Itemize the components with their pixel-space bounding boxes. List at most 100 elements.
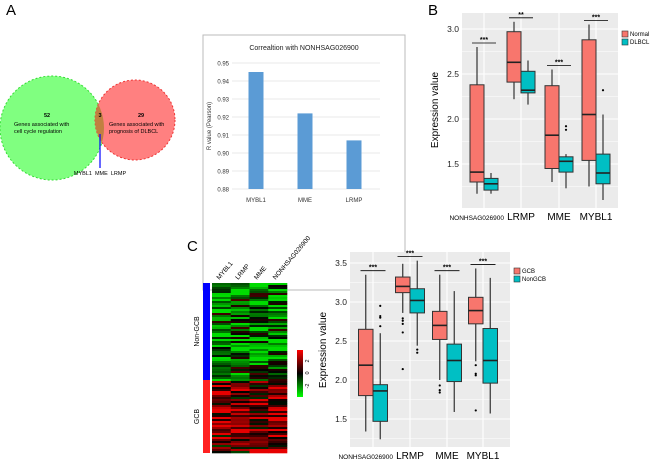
heatmap-cell bbox=[249, 297, 269, 300]
heatmap-cell bbox=[230, 405, 250, 408]
heatmap-cell bbox=[212, 327, 232, 330]
heatmap-cell bbox=[249, 327, 269, 330]
heatmap-cell bbox=[268, 415, 288, 418]
heatmap-cell bbox=[268, 361, 288, 364]
heatmap-cell bbox=[268, 411, 288, 414]
heatmap-cell bbox=[212, 433, 232, 436]
heatmap-cell bbox=[249, 283, 269, 286]
heatmap-cell bbox=[249, 443, 269, 446]
heatmap-cell bbox=[212, 305, 232, 308]
heatmap-cell bbox=[268, 349, 288, 352]
heatmap-cell bbox=[212, 303, 232, 306]
heatmap-cell bbox=[212, 419, 232, 422]
heatmap-cell bbox=[268, 425, 288, 428]
venn-right-label-1: Genes associated with bbox=[109, 122, 164, 128]
heatmap-cell bbox=[212, 355, 232, 358]
heatmap-cell bbox=[249, 433, 269, 436]
heatmap-cell bbox=[230, 399, 250, 402]
heatmap-cell bbox=[249, 307, 269, 310]
heatmap-cell bbox=[212, 311, 232, 314]
colorbar-tick-label: -2 bbox=[305, 384, 311, 389]
outlier-point bbox=[379, 316, 382, 319]
heatmap-cell bbox=[268, 367, 288, 370]
heatmap-cell bbox=[230, 411, 250, 414]
heatmap-cell bbox=[268, 439, 288, 442]
heatmap-cell bbox=[249, 323, 269, 326]
colorbar bbox=[297, 350, 303, 397]
heatmap-cell bbox=[212, 319, 232, 322]
heatmap-cell bbox=[249, 445, 269, 448]
heatmap-cell bbox=[268, 325, 288, 328]
outlier-point bbox=[474, 364, 477, 367]
heatmap-cell bbox=[230, 331, 250, 334]
heatmap-cell bbox=[268, 341, 288, 344]
outlier-point bbox=[416, 348, 419, 351]
heatmap-cell bbox=[268, 421, 288, 424]
heatmap-cell bbox=[212, 423, 232, 426]
heatmap-cell bbox=[268, 381, 288, 384]
legend-swatch-nongcb bbox=[513, 275, 521, 283]
heatmap-cell bbox=[249, 367, 269, 370]
heatmap-cell bbox=[230, 285, 250, 288]
venn-overlap-count: 3 bbox=[98, 113, 101, 119]
heatmap-cell bbox=[230, 337, 250, 340]
heatmap-cell bbox=[249, 375, 269, 378]
heatmap-cell bbox=[212, 339, 232, 342]
group-bar-non-gcb bbox=[203, 283, 210, 380]
heatmap-cell bbox=[268, 443, 288, 446]
heatmap-cell bbox=[212, 425, 232, 428]
heatmap-cell bbox=[212, 379, 232, 382]
outlier-point bbox=[438, 391, 441, 394]
heatmap-cell bbox=[268, 451, 288, 454]
heatmap-cell bbox=[212, 307, 232, 310]
heatmap-cell bbox=[249, 341, 269, 344]
box-gcb-lrmp bbox=[395, 276, 411, 294]
heatmap-cell bbox=[249, 319, 269, 322]
heatmap-cell bbox=[268, 309, 288, 312]
heatmap-cell bbox=[212, 375, 232, 378]
heatmap-cell bbox=[268, 313, 288, 316]
y-tick-label: 3.0 bbox=[335, 297, 347, 307]
y-tick-label: 0.88 bbox=[217, 188, 229, 194]
heatmap-cell bbox=[268, 403, 288, 406]
heatmap-cell bbox=[268, 383, 288, 386]
heatmap-cell bbox=[212, 315, 232, 318]
heatmap-cell bbox=[249, 325, 269, 328]
heatmap-cell bbox=[268, 407, 288, 410]
x-tick-label-nonhsag026900: NONHSAG026900 bbox=[338, 454, 393, 460]
heatmap-cell bbox=[249, 397, 269, 400]
heatmap-cell bbox=[249, 321, 269, 324]
box-gcb-nonhsag026900 bbox=[358, 328, 374, 397]
significance-label: *** bbox=[555, 60, 563, 67]
heatmap-cell bbox=[268, 317, 288, 320]
heatmap-cell bbox=[212, 351, 232, 354]
heatmap-cell bbox=[230, 343, 250, 346]
heatmap-cell bbox=[230, 325, 250, 328]
heatmap-cell bbox=[249, 429, 269, 432]
outlier-point bbox=[401, 319, 404, 322]
heatmap-cell bbox=[230, 397, 250, 400]
heatmap-cell bbox=[268, 343, 288, 346]
heatmap-cell bbox=[212, 323, 232, 326]
venn-left-count: 52 bbox=[44, 113, 50, 119]
significance-label: ** bbox=[518, 12, 524, 19]
heatmap-cell bbox=[249, 391, 269, 394]
box-nongcb-nonhsag026900 bbox=[372, 384, 388, 422]
heatmap-cell bbox=[268, 445, 288, 448]
heatmap-cell bbox=[249, 311, 269, 314]
heatmap-cell bbox=[212, 399, 232, 402]
heatmap-cell bbox=[212, 391, 232, 394]
heatmap-cell bbox=[230, 341, 250, 344]
heatmap-cell bbox=[268, 359, 288, 362]
heatmap-cell bbox=[268, 437, 288, 440]
x-tick-label-lrmp: LRMP bbox=[507, 212, 535, 223]
heatmap-cell bbox=[249, 335, 269, 338]
heatmap-cell bbox=[212, 295, 232, 298]
heatmap-cell bbox=[249, 317, 269, 320]
panel-label-c: C bbox=[187, 238, 198, 255]
heatmap-cell bbox=[268, 431, 288, 434]
heatmap-cell bbox=[230, 389, 250, 392]
heatmap-cell bbox=[212, 449, 232, 452]
heatmap-cell bbox=[230, 437, 250, 440]
